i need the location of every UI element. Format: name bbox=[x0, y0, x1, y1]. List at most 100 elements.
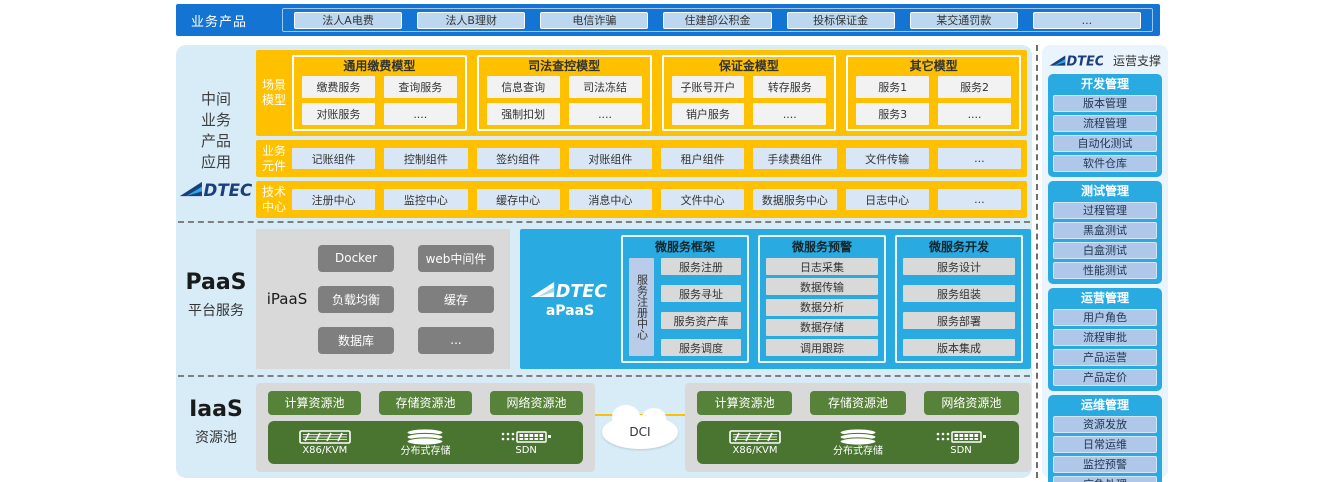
sidebar-item-button[interactable]: 黑盒测试 bbox=[1053, 222, 1157, 239]
microservice-buttons: 服务注册服务寻址服务资产库服务调度 bbox=[661, 258, 741, 356]
sidebar-item-button[interactable]: 性能测试 bbox=[1053, 262, 1157, 279]
tech-center-button[interactable]: 消息中心 bbox=[568, 189, 652, 210]
model-service-button[interactable]: .... bbox=[568, 103, 642, 125]
server-rack-icon bbox=[729, 429, 781, 445]
microservice-button[interactable]: 数据存储 bbox=[766, 318, 878, 336]
tech-center-button[interactable]: 数据服务中心 bbox=[753, 189, 837, 210]
microservice-button[interactable]: 日志采集 bbox=[766, 258, 878, 275]
model-service-button[interactable]: 司法冻结 bbox=[568, 76, 642, 98]
ipaas-service-button[interactable]: Docker bbox=[318, 244, 394, 272]
paas-title: PaaS bbox=[185, 270, 247, 295]
sidebar-item-button[interactable]: 自动化测试 bbox=[1053, 135, 1157, 152]
business-component-button[interactable]: 文件传输 bbox=[845, 148, 929, 169]
business-component-button[interactable]: 对账组件 bbox=[568, 148, 652, 169]
business-products-label: 业务产品 bbox=[191, 14, 248, 30]
microservice-group: 微服务预警 日志采集 数据传输 数据分析 数据存储 调用跟踪 bbox=[758, 235, 886, 363]
ipaas-box: iPaaS Docker web中间件 负载均衡 缓存 数据库... bbox=[256, 229, 510, 369]
sidebar-item-button[interactable]: 白盒测试 bbox=[1053, 242, 1157, 259]
microservice-button[interactable]: 版本集成 bbox=[903, 339, 1015, 356]
sidebar-item-button[interactable]: 产品运营 bbox=[1053, 349, 1157, 366]
sidebar-item-button[interactable]: 资源发放 bbox=[1053, 416, 1157, 433]
product-button[interactable]: 电信诈骗 bbox=[540, 11, 649, 29]
sidebar-item-button[interactable]: 监控预警 bbox=[1053, 456, 1157, 473]
model-service-button[interactable]: 信息查询 bbox=[486, 76, 560, 98]
model-service-button[interactable]: 对账服务 bbox=[302, 103, 375, 125]
resource-pool-button[interactable]: 存储资源池 bbox=[379, 391, 472, 415]
operations-sidebar: DTEC 运营支撑 开发管理 版本管理 流程管理 自动化测试 软件仓库 测试管理 过程管理黑… bbox=[1042, 45, 1168, 482]
sidebar-item-button[interactable]: 流程管理 bbox=[1053, 115, 1157, 132]
tech-center-button[interactable]: 监控中心 bbox=[384, 189, 468, 210]
dtec-logo: DTEC bbox=[179, 181, 253, 200]
ipaas-service-button[interactable]: 缓存 bbox=[418, 285, 494, 313]
model-service-button[interactable]: 子账号开户 bbox=[671, 76, 745, 98]
resource-pool-button[interactable]: 网络资源池 bbox=[923, 391, 1019, 415]
microservice-button[interactable]: 调用跟踪 bbox=[766, 339, 878, 356]
ipaas-service-button[interactable]: ... bbox=[418, 326, 494, 354]
infra-label: SDN bbox=[950, 445, 972, 456]
sidebar-item-button[interactable]: 流程审批 bbox=[1053, 329, 1157, 346]
sidebar-item-button[interactable]: 版本管理 bbox=[1053, 95, 1157, 112]
tech-center-row: 技术中心 注册中心 监控中心 缓存中心 消息中心 文件中心 数据服务中心 日志中心... bbox=[256, 181, 1027, 218]
tech-center-button[interactable]: ... bbox=[937, 189, 1021, 210]
infra-item: SDN bbox=[500, 429, 552, 456]
microservice-button[interactable]: 服务部署 bbox=[903, 312, 1015, 329]
model-service-button[interactable]: .... bbox=[753, 103, 827, 125]
iaas-title: IaaS bbox=[189, 397, 243, 422]
model-service-button[interactable]: .... bbox=[938, 103, 1011, 125]
microservice-button[interactable]: 数据传输 bbox=[766, 278, 878, 296]
model-group-title: 其它模型 bbox=[909, 59, 958, 73]
scenario-groups: 通用缴费模型 缴费服务 查询服务 对账服务.... 司法查控模型 信息查询 司法冻结 强制扣划… bbox=[292, 50, 1027, 136]
product-button[interactable]: 法人B理财 bbox=[417, 11, 526, 29]
business-component-button[interactable]: ... bbox=[937, 148, 1021, 169]
product-button[interactable]: 住建部公积金 bbox=[663, 11, 772, 29]
model-service-button[interactable]: 强制扣划 bbox=[486, 103, 560, 125]
sidebar-item-button[interactable]: 软件仓库 bbox=[1053, 155, 1157, 172]
resource-pool-button[interactable]: 计算资源池 bbox=[697, 391, 793, 415]
ipaas-service-button[interactable]: 负载均衡 bbox=[318, 285, 394, 313]
model-service-button[interactable]: 查询服务 bbox=[383, 76, 457, 98]
product-button[interactable]: 投标保证金 bbox=[786, 11, 895, 29]
resource-pool-button[interactable]: 计算资源池 bbox=[268, 391, 361, 415]
ipaas-service-button[interactable]: web中间件 bbox=[418, 244, 494, 272]
microservice-group-body: 服务设计服务组装服务部署版本集成 bbox=[903, 256, 1015, 356]
microservice-button[interactable]: 服务设计 bbox=[903, 258, 1015, 275]
sidebar-item-button[interactable]: 应急处理 bbox=[1053, 476, 1157, 482]
tech-center-button[interactable]: 日志中心 bbox=[845, 189, 929, 210]
tech-center-button[interactable]: 注册中心 bbox=[292, 189, 376, 210]
microservice-button[interactable]: 服务注册 bbox=[661, 258, 741, 275]
disk-stack-icon bbox=[838, 428, 878, 446]
sidebar-item-button[interactable]: 用户角色 bbox=[1053, 309, 1157, 326]
resource-pool-button[interactable]: 存储资源池 bbox=[810, 391, 906, 415]
product-button[interactable]: 法人A电费 bbox=[294, 11, 403, 29]
sidebar-item-button[interactable]: 日常运维 bbox=[1053, 436, 1157, 453]
sidebar-group: 运营管理 用户角色 流程审批 产品运营 产品定价 bbox=[1048, 288, 1162, 391]
tech-center-button[interactable]: 文件中心 bbox=[661, 189, 745, 210]
product-button[interactable]: ... bbox=[1032, 11, 1141, 29]
sidebar-item-button[interactable]: 产品定价 bbox=[1053, 369, 1157, 386]
model-service-button[interactable]: 服务3 bbox=[856, 103, 930, 125]
resource-pool-button[interactable]: 网络资源池 bbox=[490, 391, 583, 415]
ipaas-service-button[interactable]: 数据库 bbox=[318, 326, 394, 354]
business-component-button[interactable]: 手续费组件 bbox=[753, 148, 837, 169]
infra-label: X86/KVM bbox=[732, 445, 778, 456]
dtec-logo: DTEC bbox=[1049, 55, 1103, 68]
sidebar-item-button[interactable]: 过程管理 bbox=[1053, 202, 1157, 219]
microservice-button[interactable]: 服务寻址 bbox=[661, 285, 741, 302]
model-service-button[interactable]: 服务2 bbox=[938, 76, 1011, 98]
microservice-button[interactable]: 服务组装 bbox=[903, 285, 1015, 302]
microservice-button[interactable]: 数据分析 bbox=[766, 298, 878, 316]
model-service-button[interactable]: 转存服务 bbox=[753, 76, 827, 98]
model-service-button[interactable]: 缴费服务 bbox=[302, 76, 375, 98]
business-component-button[interactable]: 租户组件 bbox=[661, 148, 745, 169]
business-component-button[interactable]: 签约组件 bbox=[476, 148, 560, 169]
business-component-button[interactable]: 记账组件 bbox=[292, 148, 376, 169]
service-registry-center[interactable]: 服务注册中心 bbox=[629, 258, 654, 356]
tech-center-button[interactable]: 缓存中心 bbox=[476, 189, 560, 210]
model-service-button[interactable]: 销户服务 bbox=[671, 103, 745, 125]
model-service-button[interactable]: 服务1 bbox=[856, 76, 930, 98]
business-component-button[interactable]: 控制组件 bbox=[384, 148, 468, 169]
model-service-button[interactable]: .... bbox=[383, 103, 457, 125]
microservice-button[interactable]: 服务调度 bbox=[661, 339, 741, 356]
microservice-button[interactable]: 服务资产库 bbox=[661, 312, 741, 329]
product-button[interactable]: 某交通罚款 bbox=[909, 11, 1018, 29]
